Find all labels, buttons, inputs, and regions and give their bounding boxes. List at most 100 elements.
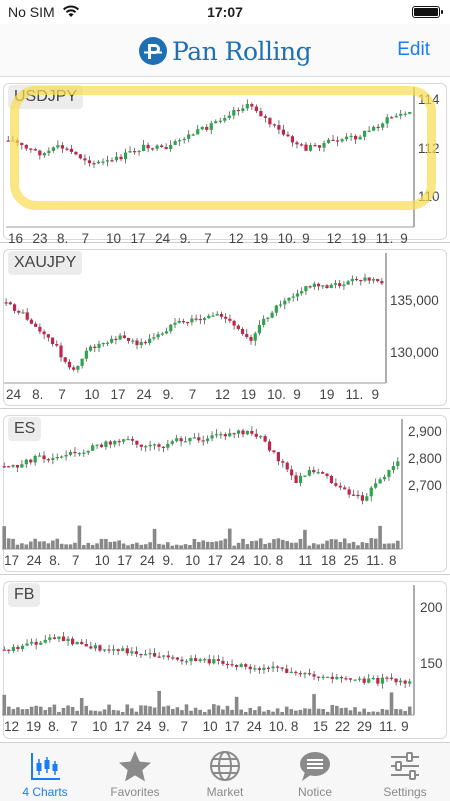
candle-body <box>189 658 193 662</box>
volume-bar <box>193 707 198 715</box>
candle-body <box>25 643 29 646</box>
volume-bar <box>201 540 206 549</box>
candle-body <box>266 317 270 319</box>
x-tick-label: 12 <box>4 719 20 734</box>
volume-bar <box>161 706 166 715</box>
candle-body <box>102 649 107 651</box>
volume-bar <box>385 709 389 715</box>
candle-body <box>367 130 371 132</box>
candle-body <box>232 320 236 326</box>
tab-4-charts[interactable]: 4 Charts <box>0 743 90 801</box>
chart-panel-fb[interactable]: FB 200 150 12 19 8. 7 10 17 24 9. 7 10 17 24 10. 8 15 2… <box>0 575 450 741</box>
candle-body <box>287 297 291 301</box>
volume-bar <box>175 707 180 715</box>
tab-market[interactable]: Market <box>180 743 270 801</box>
candle-body <box>203 659 207 661</box>
candle-body <box>29 319 34 324</box>
candle-body <box>244 664 248 667</box>
candle-body <box>202 318 207 321</box>
volume-bar <box>394 708 398 715</box>
candle-body <box>156 334 160 338</box>
chart-panel-es[interactable]: ES 2,900 2,800 2,700 17 24 8. 7 10 17 24 9. 10 17… <box>0 409 450 575</box>
candle-body <box>376 126 380 129</box>
candle-body <box>249 337 253 341</box>
volume-bar <box>48 707 52 715</box>
volume-bar <box>75 710 79 715</box>
chart-panel-usdjpy[interactable]: USDJPY 114 112 110 16 23 8. 7 10 17 24 9. 7 12 19 1… <box>0 77 450 246</box>
candle-body <box>99 444 104 447</box>
candle-body <box>403 680 407 684</box>
candle-body <box>72 367 76 370</box>
x-tick-label: 9 <box>302 231 310 246</box>
candle-body <box>20 142 24 145</box>
candle-body <box>396 461 400 467</box>
tab-label: Notice <box>297 785 332 799</box>
volume-bar <box>24 544 29 549</box>
x-tick-label: 17 <box>114 719 130 734</box>
candle-body <box>239 664 243 667</box>
volume-bar <box>20 543 24 549</box>
candle-body <box>367 277 371 281</box>
volume-bar <box>111 709 116 715</box>
candle-body <box>290 469 294 476</box>
volume-bar <box>351 541 356 549</box>
candle-body <box>116 649 120 651</box>
volume-bar <box>98 711 102 715</box>
x-tick-label: 24 <box>26 553 42 568</box>
logo-text: Pan Rolling <box>172 36 312 66</box>
candle-body <box>29 459 33 463</box>
candle-body <box>235 664 239 667</box>
volume-bar <box>107 704 111 715</box>
x-tick-label: 24 <box>136 719 152 734</box>
volume-bar <box>369 538 374 549</box>
candle-body <box>144 446 148 448</box>
candle-body <box>110 338 114 343</box>
x-tick-label: 7 <box>58 387 66 402</box>
tab-settings[interactable]: Settings <box>360 743 450 801</box>
candle-body <box>210 435 214 439</box>
volume-bar <box>125 704 130 715</box>
candle-body <box>358 136 362 140</box>
volume-bar <box>157 690 161 715</box>
candle-body <box>254 433 258 437</box>
volume-bar <box>174 544 179 549</box>
edit-button[interactable]: Edit <box>397 39 430 60</box>
candle-body <box>228 318 232 321</box>
candle-body <box>326 676 330 678</box>
candle-body <box>259 436 263 438</box>
candle-body <box>300 291 304 294</box>
tab-favorites[interactable]: Favorites <box>90 743 180 801</box>
candle-body <box>34 641 38 645</box>
candle-body <box>83 158 87 161</box>
y-tick-label: 130,000 <box>390 345 439 360</box>
candle-body <box>135 340 139 346</box>
candlestick-chart <box>2 419 403 550</box>
volume-bar <box>272 539 276 549</box>
candle-body <box>380 677 384 684</box>
candle-body <box>241 430 245 435</box>
candle-body <box>11 646 15 651</box>
x-tick-label: 8 <box>275 553 284 568</box>
candle-body <box>344 136 349 140</box>
volume-bar <box>11 709 16 715</box>
candle-body <box>16 646 20 650</box>
candle-body <box>97 343 101 348</box>
x-tick-label: 23 <box>32 231 48 246</box>
candle-body <box>356 494 360 497</box>
volume-bar <box>73 542 77 549</box>
clock: 17:07 <box>207 4 243 20</box>
candle-body <box>51 458 55 461</box>
candle-body <box>354 278 359 281</box>
tab-notice[interactable]: Notice <box>270 743 360 801</box>
candle-body <box>218 120 222 122</box>
candle-body <box>78 154 83 159</box>
x-tick-label: 7 <box>70 719 78 734</box>
candle-body <box>351 494 356 496</box>
candle-body <box>143 341 148 344</box>
logo-mark-icon <box>139 37 167 65</box>
chart-panel-xaujpy[interactable]: XAUJPY 135,000 130,000 24 8. 7 10 17 24 9. 7 12 1… <box>0 243 450 409</box>
candle-body <box>105 342 110 344</box>
candle-body <box>148 338 152 344</box>
candle-body <box>169 144 173 150</box>
candle-body <box>59 345 63 358</box>
